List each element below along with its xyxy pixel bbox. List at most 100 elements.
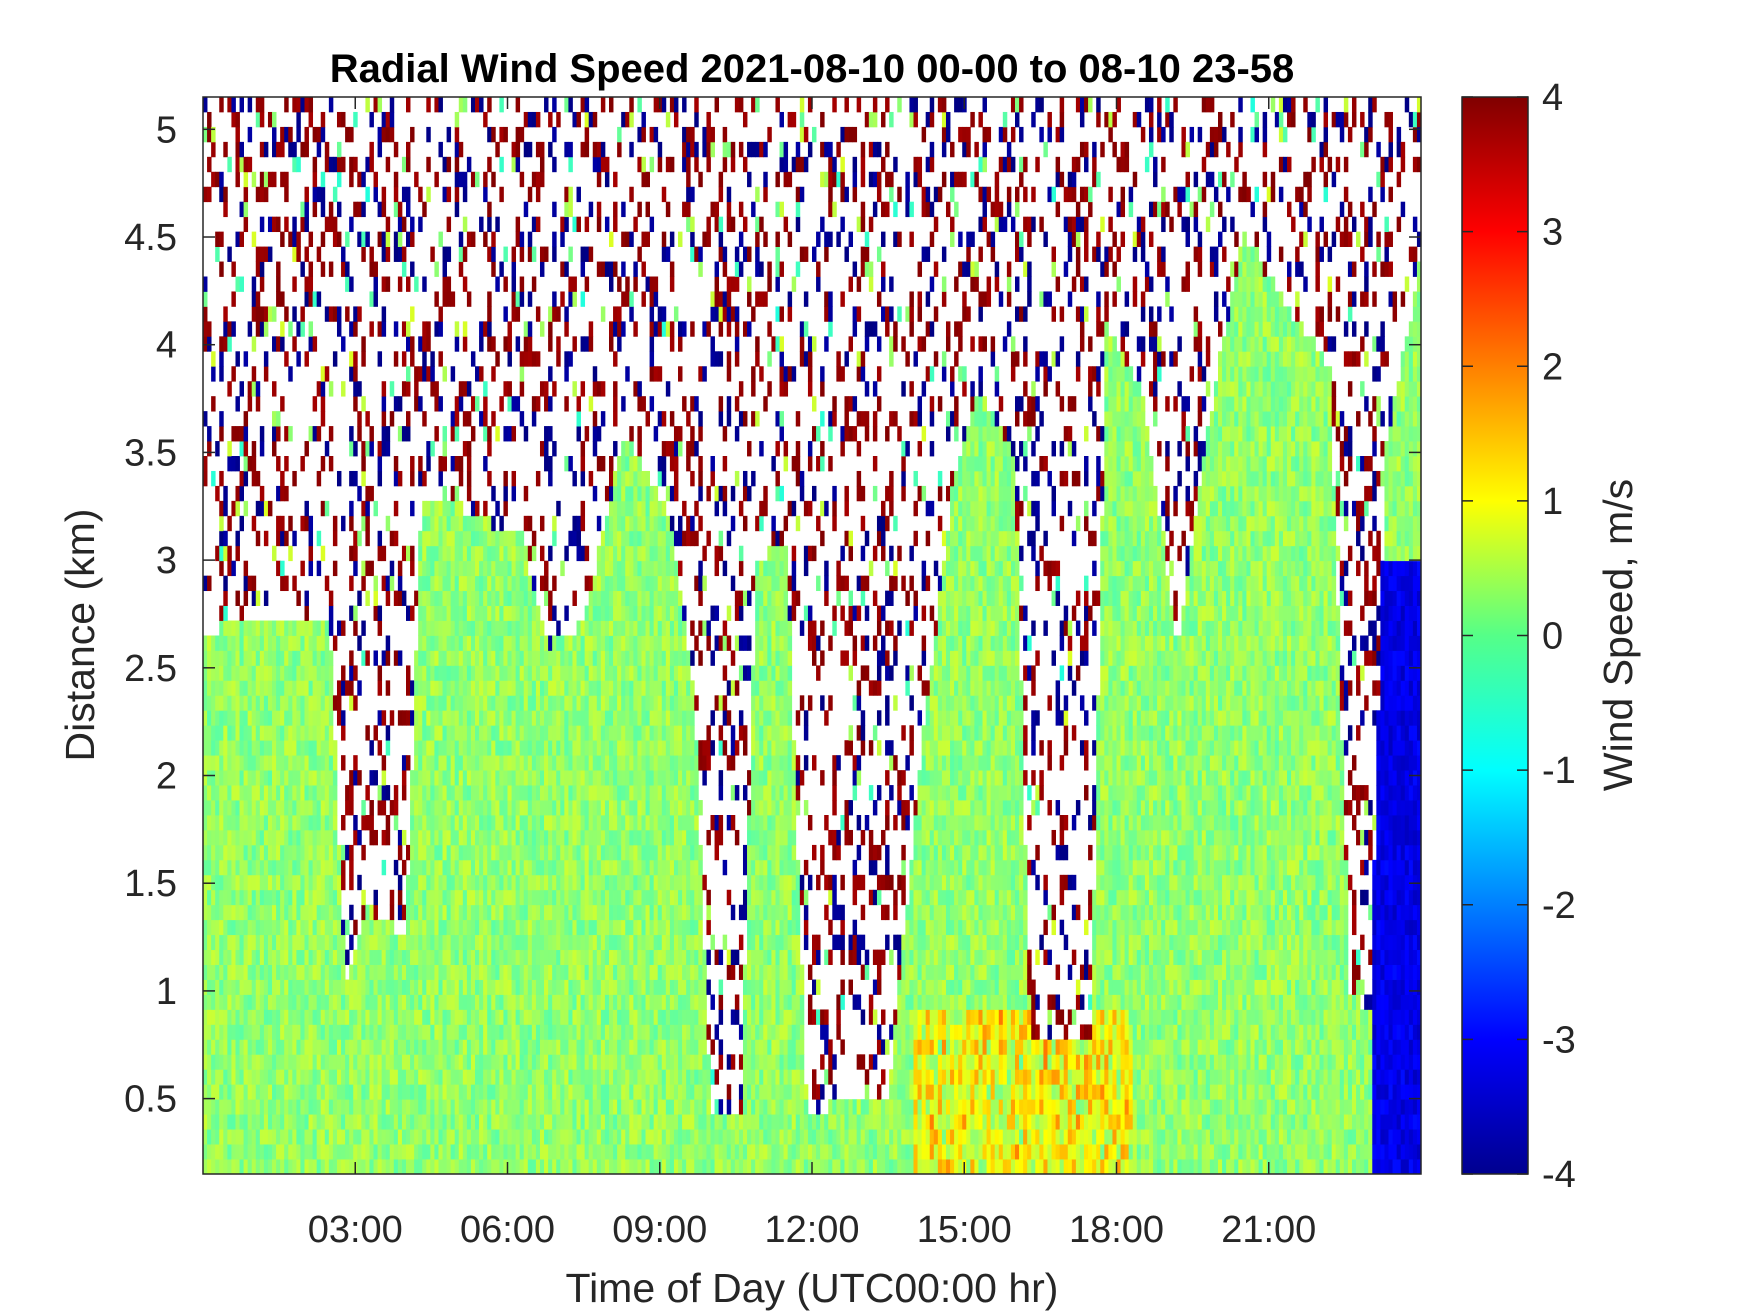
heatmap-cell [625,770,630,786]
heatmap-cell [377,994,383,1010]
heatmap-cell [422,336,427,352]
heatmap-cell [203,97,208,113]
heatmap-cell [397,276,403,292]
heatmap-cell [552,680,557,696]
heatmap-cell [523,904,529,921]
heatmap-cell [284,770,289,786]
heatmap-cell [568,919,573,936]
heatmap-cell [239,755,244,771]
heatmap-cell [389,530,395,547]
heatmap-cell [284,1114,289,1130]
heatmap-cell [470,545,476,562]
heatmap-cell [442,1114,447,1130]
heatmap-cell [430,620,435,636]
heatmap-cell [341,1084,346,1100]
heatmap-cell [401,785,407,801]
heatmap-cell [341,1009,346,1025]
heatmap-cell [592,635,598,651]
heatmap-cell [247,1099,253,1115]
heatmap-cell [320,366,326,382]
heatmap-cell [572,844,577,861]
heatmap-cell [259,620,265,636]
heatmap-cell [487,1054,492,1070]
heatmap-cell [454,590,460,606]
heatmap-cell [487,246,492,262]
heatmap-cell [292,800,297,816]
heatmap-cell [203,665,208,681]
heatmap-cell [239,889,244,906]
heatmap-cell [231,964,236,980]
heatmap-cell [454,964,460,980]
heatmap-cell [328,740,334,756]
heatmap-cell [296,231,301,247]
heatmap-cell [629,770,634,786]
heatmap-cell [235,620,240,636]
heatmap-cell [235,396,240,412]
heatmap-cell [609,874,614,891]
heatmap-cell [596,201,602,218]
heatmap-cell [239,934,244,951]
heatmap-cell [203,740,208,756]
heatmap-cell [458,545,464,562]
heatmap-cell [576,710,581,726]
heatmap-cell [312,1039,318,1055]
heatmap-cell [336,1024,342,1040]
heatmap-cell [255,635,261,651]
heatmap-cell [434,755,439,771]
heatmap-cell [328,844,334,861]
heatmap-cell [324,620,330,636]
heatmap-cell [548,979,553,995]
heatmap-cell [511,590,517,606]
heatmap-cell [381,1069,387,1085]
heatmap-cell [609,1054,614,1070]
heatmap-cell [609,470,614,487]
heatmap-cell [617,979,622,995]
heatmap-cell [491,485,496,502]
heatmap-cell [418,740,423,756]
heatmap-cell [466,829,472,846]
heatmap-cell [588,859,594,876]
heatmap-cell [499,695,504,711]
heatmap-cell [479,770,484,786]
heatmap-cell [487,1099,492,1115]
heatmap-cell [491,126,496,143]
heatmap-cell [495,844,500,861]
heatmap-cell [446,575,452,592]
heatmap-cell [365,500,370,517]
heatmap-cell [243,635,249,651]
heatmap-cell [255,620,261,636]
heatmap-cell [422,815,427,831]
heatmap-cell [304,859,309,876]
heatmap-cell [316,141,322,158]
heatmap-cell [361,456,366,472]
heatmap-cell [462,889,468,906]
heatmap-cell [328,949,334,965]
heatmap-cell [609,1024,614,1040]
heatmap-cell [304,1099,309,1115]
heatmap-cell [296,874,301,891]
heatmap-cell [609,456,614,472]
heatmap-cell [267,665,273,681]
heatmap-cell [552,126,557,143]
heatmap-cell [580,141,586,158]
heatmap-cell [288,1069,293,1085]
heatmap-cell [503,710,508,726]
heatmap-cell [426,321,431,337]
heatmap-cell [560,800,565,816]
heatmap-cell [328,1054,334,1070]
heatmap-cell [572,650,577,666]
heatmap-cell [491,785,496,801]
heatmap-cell [495,575,500,592]
heatmap-cell [215,231,220,247]
heatmap-cell [592,994,598,1010]
heatmap-cell [487,844,492,861]
heatmap-cell [227,785,232,801]
heatmap-cell [276,261,281,277]
heatmap-cell [272,949,277,965]
heatmap-cell [288,680,293,696]
heatmap-cell [596,456,602,472]
heatmap-cell [426,710,431,726]
heatmap-cell [604,545,610,562]
heatmap-cell [479,934,484,951]
heatmap-cell [535,934,541,951]
